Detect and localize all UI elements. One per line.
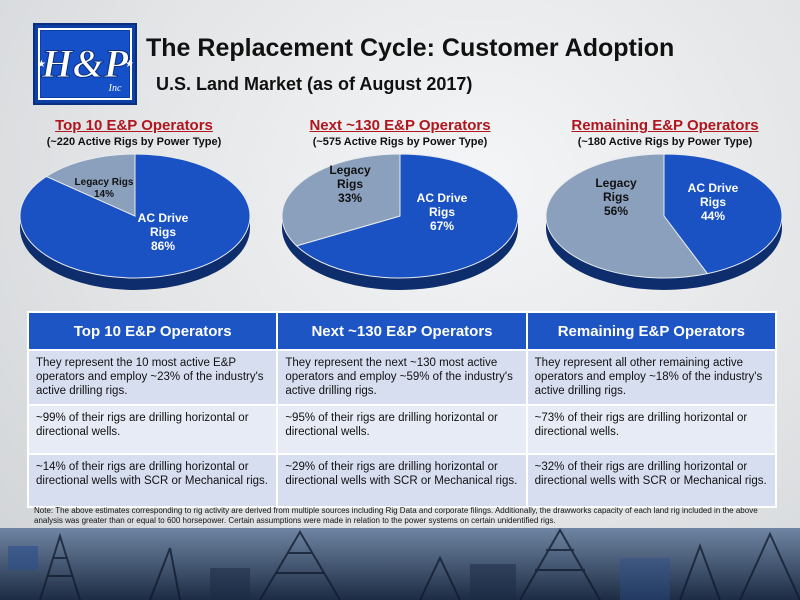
table-row: They represent the 10 most active E&P op… (26, 349, 778, 406)
table-row: ~14% of their rigs are drilling horizont… (26, 453, 778, 508)
legacy-slice (281, 153, 401, 247)
pie-depth (546, 216, 782, 290)
hp-logo: H&P Inc ★ ★ (33, 23, 137, 105)
ac-drive-pct: 86% (151, 239, 175, 253)
pie-depth (282, 216, 518, 290)
pie-depth (20, 216, 250, 290)
ac-drive-label: AC Drive (688, 181, 739, 195)
ac-drive-label-2: Rigs (429, 205, 455, 219)
ac-drive-label: AC Drive (138, 211, 189, 225)
chart-3-heading: Remaining E&P Operators (~180 Active Rig… (545, 117, 785, 148)
footer-photo-strip (0, 528, 800, 600)
logo-text: H&P (41, 41, 129, 86)
ac-drive-pct: 44% (701, 209, 725, 223)
legacy-pct: 14% (94, 189, 114, 200)
footnote: Note: The above estimates corresponding … (34, 506, 758, 525)
logo-sub: Inc (108, 83, 122, 94)
table-header: Top 10 E&P Operators (26, 311, 279, 351)
table-cell: They represent the 10 most active E&P op… (26, 349, 279, 406)
chart-1-subtitle: (~220 Active Rigs by Power Type) (46, 136, 222, 148)
table-header: Next ~130 E&P Operators (276, 311, 528, 351)
chart-2-title: Next ~130 E&P Operators (309, 117, 491, 134)
pie-3-labels: Legacy Rigs 56% AC Drive Rigs 44% (595, 176, 738, 223)
page-title: The Replacement Cycle: Customer Adoption (146, 34, 675, 62)
legacy-slice (545, 153, 709, 279)
chart-1-heading: Top 10 E&P Operators (~220 Active Rigs b… (14, 117, 254, 148)
legacy-label-2: Rigs (337, 177, 363, 191)
table-cell: ~14% of their rigs are drilling horizont… (26, 453, 279, 508)
table-header-row: Top 10 E&P Operators Next ~130 E&P Opera… (26, 311, 778, 351)
chart-3-subtitle: (~180 Active Rigs by Power Type) (577, 136, 753, 148)
table-cell: They represent the next ~130 most active… (276, 349, 528, 406)
ac-drive-label-2: Rigs (700, 195, 726, 209)
legacy-slice (45, 153, 136, 217)
table-cell: ~73% of their rigs are drilling horizont… (525, 404, 778, 455)
pie-2-labels: Legacy Rigs 33% AC Drive Rigs 67% (329, 163, 467, 233)
legacy-label: Legacy (329, 163, 371, 177)
svg-text:★: ★ (37, 59, 46, 70)
table-cell: ~29% of their rigs are drilling horizont… (276, 453, 528, 508)
pie-chart-remaining (545, 153, 783, 290)
pie-chart-top10 (19, 153, 251, 290)
legacy-label: Legacy Rigs (75, 177, 134, 188)
legacy-label-2: Rigs (603, 190, 629, 204)
legacy-pct: 56% (604, 204, 628, 218)
ac-drive-label-2: Rigs (150, 225, 176, 239)
table-cell: ~32% of their rigs are drilling horizont… (525, 453, 778, 508)
svg-text:★: ★ (125, 59, 134, 70)
ac-drive-pct: 67% (430, 219, 454, 233)
table-row: ~99% of their rigs are drilling horizont… (26, 404, 778, 455)
ac-drive-slice (663, 153, 783, 275)
ac-drive-slice (295, 153, 519, 279)
page-subtitle: U.S. Land Market (as of August 2017) (156, 74, 473, 94)
table-cell: ~99% of their rigs are drilling horizont… (26, 404, 279, 455)
table-cell: ~95% of their rigs are drilling horizont… (276, 404, 528, 455)
chart-2-subtitle: (~575 Active Rigs by Power Type) (312, 136, 488, 148)
chart-2-heading: Next ~130 E&P Operators (~575 Active Rig… (280, 117, 520, 148)
ac-drive-label: AC Drive (417, 191, 468, 205)
legacy-label: Legacy (595, 176, 637, 190)
chart-1-title: Top 10 E&P Operators (55, 117, 213, 134)
pie-charts: Legacy Rigs 14% AC Drive Rigs 86% Legacy… (19, 153, 783, 290)
pie-1-labels: Legacy Rigs 14% AC Drive Rigs 86% (75, 177, 189, 253)
operator-comparison-table: Top 10 E&P Operators Next ~130 E&P Opera… (26, 311, 778, 508)
table-header: Remaining E&P Operators (525, 311, 778, 351)
chart-3-title: Remaining E&P Operators (571, 117, 759, 134)
pie-chart-next130 (281, 153, 519, 290)
legacy-pct: 33% (338, 191, 362, 205)
table-cell: They represent all other remaining activ… (525, 349, 778, 406)
